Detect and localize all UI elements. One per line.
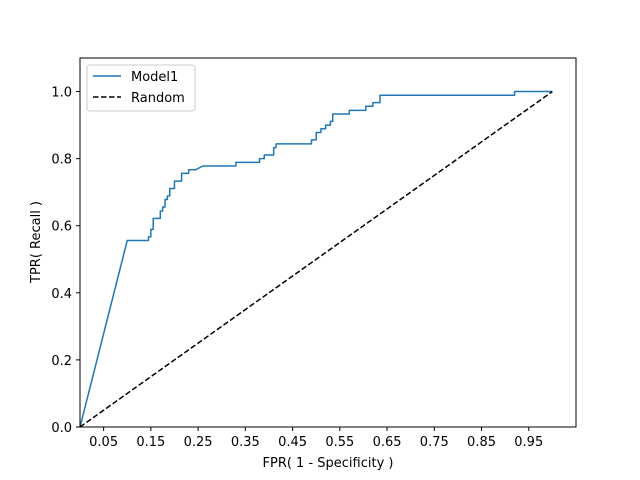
legend: Model1 Random bbox=[86, 64, 196, 112]
y-tick-label: 0.8 bbox=[51, 153, 72, 168]
x-tick-label: 0.75 bbox=[420, 435, 449, 450]
x-tick-label: 0.65 bbox=[373, 435, 402, 450]
plot-frame bbox=[79, 57, 577, 428]
y-tick-label: 0.6 bbox=[51, 220, 72, 235]
x-tick-label: 0.25 bbox=[184, 435, 213, 450]
x-axis-label: FPR( 1 - Specificity ) bbox=[263, 456, 394, 471]
y-tick-label: 0.4 bbox=[51, 287, 72, 302]
x-tick-label: 0.35 bbox=[231, 435, 260, 450]
series-line-random bbox=[79, 90, 553, 428]
plot-marks bbox=[79, 90, 553, 428]
y-axis-ticks: 0.0 0.2 0.4 0.6 0.8 1.0 bbox=[51, 86, 80, 436]
y-tick-label: 0.2 bbox=[51, 354, 72, 369]
y-tick-label: 0.0 bbox=[51, 421, 72, 436]
legend-label-random: Random bbox=[131, 91, 185, 106]
y-tick-label: 1.0 bbox=[51, 86, 72, 101]
legend-label-model1: Model1 bbox=[131, 70, 178, 85]
x-tick-label: 0.15 bbox=[136, 435, 165, 450]
x-axis-ticks: 0.05 0.15 0.25 0.35 0.45 0.55 0.65 0.75 0.85 0.95 bbox=[89, 427, 543, 450]
y-axis-label: TPR( Recall ) bbox=[29, 201, 44, 284]
x-tick-label: 0.85 bbox=[467, 435, 496, 450]
x-tick-label: 0.05 bbox=[89, 435, 118, 450]
x-tick-label: 0.95 bbox=[514, 435, 543, 450]
x-tick-label: 0.55 bbox=[325, 435, 354, 450]
series-line-model1 bbox=[79, 90, 553, 428]
x-tick-label: 0.45 bbox=[278, 435, 307, 450]
